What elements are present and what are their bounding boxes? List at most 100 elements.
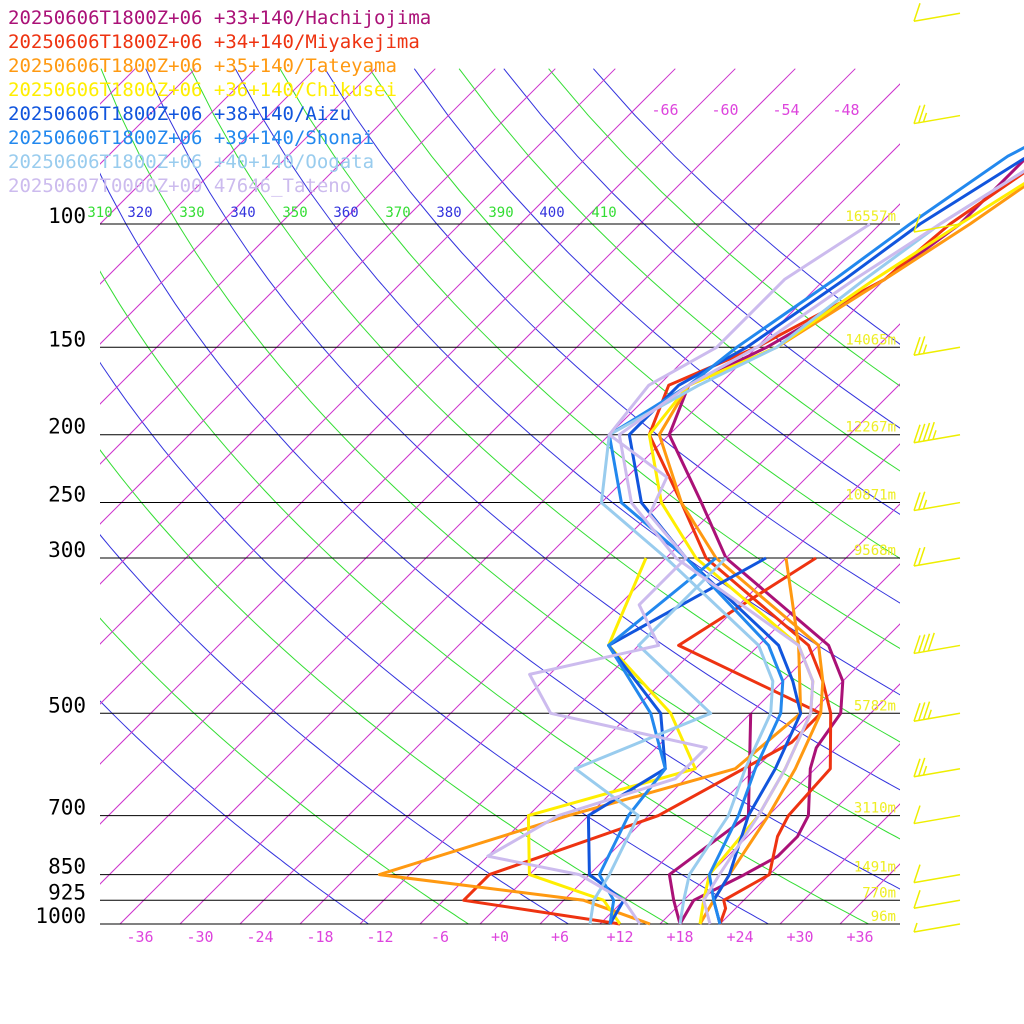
wind-barb	[913, 701, 961, 723]
dry-adiabat-line	[369, 68, 900, 559]
wind-barb-staff	[913, 712, 961, 723]
temperature-tick-label: +24	[726, 928, 753, 946]
height-label: 3110m	[854, 801, 896, 817]
wind-barb	[913, 491, 961, 512]
wind-barb-flag	[922, 765, 928, 776]
dewpoint-profile	[573, 556, 728, 925]
dry-adiabat-line	[100, 534, 569, 924]
temperature-tick-label: +12	[606, 928, 633, 946]
temperature-profile	[657, 184, 1024, 925]
wind-barb-flag	[918, 634, 926, 653]
legend-entry: 20250606T1800Z+06 +40+140/Oogata	[8, 151, 374, 173]
wind-barb-flag	[913, 890, 921, 909]
wind-barb-flag	[913, 758, 921, 777]
isotherm-line	[100, 68, 736, 705]
isotherm-line	[719, 743, 900, 924]
wind-barb-staff	[913, 644, 961, 655]
theta-label: 350	[282, 205, 307, 221]
dry-adiabat-line	[100, 361, 769, 924]
isotherm-line	[100, 68, 436, 405]
wind-barb-staff	[913, 873, 961, 884]
wind-barb-flag	[922, 422, 931, 442]
dry-adiabat-line	[100, 68, 900, 840]
isotherm-line	[960, 69, 1024, 924]
wind-barb	[913, 421, 961, 444]
height-label: 9568m	[854, 543, 896, 559]
isotherm-line	[119, 143, 900, 924]
pressure-label: 250	[48, 483, 86, 507]
dry-adiabat-line	[145, 68, 900, 791]
skewed-temperature-label: -48	[832, 101, 859, 119]
wind-barb-staff	[913, 557, 961, 567]
wind-barb-staff	[913, 767, 961, 778]
wind-barb	[913, 922, 961, 933]
height-label: 770m	[862, 885, 896, 901]
legend-entry: 20250606T1800Z+06 +33+140/Hachijojima	[8, 7, 431, 29]
isotherm-line	[659, 683, 900, 924]
wind-barb-flag	[913, 635, 921, 654]
dry-adiabat-line	[279, 68, 900, 650]
theta-label: 360	[333, 205, 358, 221]
wind-barb-flag	[913, 3, 921, 22]
isotherm-line	[419, 443, 900, 924]
wind-barb-flag	[922, 499, 928, 510]
wind-barb-flag	[918, 423, 926, 443]
skewed-isotherms	[100, 68, 1024, 924]
wind-barb	[913, 805, 961, 825]
height-label: 1491m	[854, 860, 896, 876]
wind-barb-flag	[922, 633, 931, 652]
dry-adiabat-line	[100, 270, 869, 924]
dry-adiabat-line	[100, 449, 669, 924]
pressure-label: 1000	[35, 904, 86, 928]
legend-entry: 20250607T0000Z+00 47646_Tateno	[8, 175, 351, 197]
wind-barb-flag	[927, 709, 932, 719]
wind-barb-flag	[918, 336, 926, 355]
dry-adiabat-line	[100, 700, 369, 924]
theta-label: 330	[179, 205, 204, 221]
height-label: 10871m	[845, 488, 896, 504]
wind-barb-staff	[913, 501, 961, 512]
wind-barb-staff	[913, 114, 961, 125]
wind-barb-flag	[913, 805, 921, 824]
wind-barb-flag	[918, 757, 926, 777]
wind-barb-flag	[913, 337, 921, 356]
temperature-tick-label: +30	[786, 928, 813, 946]
temperature-tick-label: -36	[126, 928, 153, 946]
wind-barb-flag	[918, 546, 926, 566]
isotherm-line	[100, 68, 496, 465]
isotherm-line	[100, 68, 616, 585]
wind-barb-flag	[927, 421, 935, 441]
temperature-tick-label: +0	[491, 928, 509, 946]
temperature-profile	[607, 146, 1024, 925]
wind-barb-staff	[913, 899, 961, 910]
wind-barb-flag	[913, 213, 921, 233]
wind-barb-flag	[913, 703, 921, 722]
legend-entry: 20250606T1800Z+06 +39+140/Shonai	[8, 127, 374, 149]
legend-entry: 20250606T1800Z+06 +36+140/Chikusei	[8, 79, 397, 101]
isotherm-line	[179, 203, 900, 924]
pressure-label: 300	[48, 538, 86, 562]
theta-label: 310	[87, 205, 112, 221]
isotherm-line	[299, 323, 900, 924]
dewpoint-profile	[377, 557, 803, 926]
temperature-tick-label: +36	[846, 928, 873, 946]
theta-label: 380	[436, 205, 461, 221]
height-label: 12267m	[845, 420, 896, 436]
temperature-tick-label: +18	[666, 928, 693, 946]
temperature-profile	[667, 157, 1024, 925]
wind-barb-staff	[913, 223, 961, 233]
theta-label: 370	[385, 205, 410, 221]
isotherm-line	[100, 68, 676, 645]
theta-labels: 310 320 330 340 350 360 370 380 390 400 410	[87, 205, 616, 221]
wind-barb-flag	[918, 491, 926, 510]
temperature-tick-label: -6	[431, 928, 449, 946]
wind-barb	[913, 213, 961, 233]
skewed-temp-labels: -66 -60 -54 -48	[651, 101, 859, 119]
legend: 20250606T1800Z+06 +33+140/Hachijojima 202…	[8, 7, 431, 197]
wind-barb	[913, 632, 961, 655]
isotherm-line	[100, 68, 556, 525]
wind-barb	[913, 546, 961, 567]
isotherm-line	[599, 623, 900, 924]
